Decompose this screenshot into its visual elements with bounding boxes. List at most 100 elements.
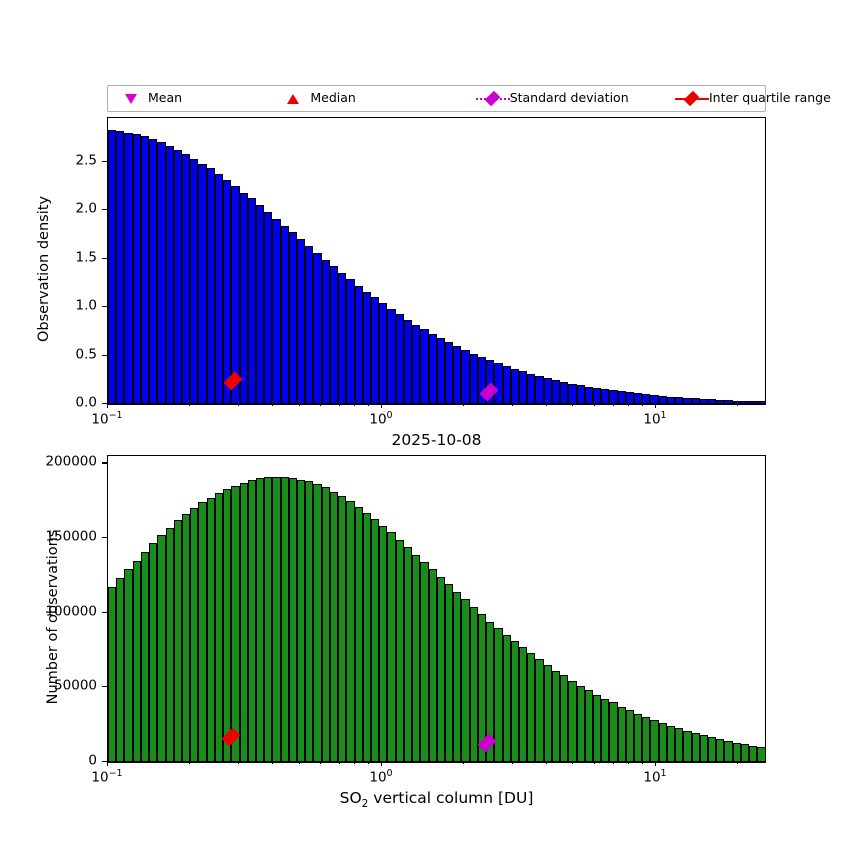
triangle-up-icon	[287, 93, 300, 104]
histogram-bar	[650, 720, 659, 762]
histogram-bar	[321, 487, 330, 762]
histogram-bar	[592, 387, 602, 404]
y-ticklabel: 50000	[54, 677, 97, 694]
x-tick	[298, 403, 300, 406]
y-tick	[102, 403, 107, 405]
histogram-bar	[329, 491, 339, 762]
histogram-bar	[724, 741, 733, 762]
histogram-bar	[231, 485, 240, 762]
histogram-bar	[371, 518, 380, 762]
histogram-bar	[420, 561, 429, 762]
marker-inter-quartile-range	[223, 371, 243, 391]
histogram-bar	[436, 338, 445, 404]
histogram-bar	[658, 723, 667, 762]
histogram-bar	[140, 551, 150, 762]
legend-entry-inter-quartile-range: Inter quartile range	[663, 86, 831, 111]
x-tick	[380, 761, 383, 766]
histogram-bar	[239, 192, 248, 404]
x-tick	[654, 761, 657, 766]
x-tick	[463, 761, 465, 764]
histogram-bar	[461, 349, 470, 404]
histogram-bar	[305, 481, 314, 762]
histogram-bar	[420, 329, 429, 404]
histogram-bar	[527, 653, 536, 762]
histogram-bar	[280, 225, 289, 404]
histogram-bar	[124, 569, 133, 762]
histogram-bar	[675, 397, 684, 404]
x-tick	[594, 761, 596, 764]
histogram-bar	[165, 527, 174, 762]
axes-observation-density	[107, 117, 766, 405]
histogram-bar	[642, 717, 651, 762]
histogram-bar	[584, 386, 593, 404]
histogram-bar	[132, 560, 141, 762]
x-ticklabel: 100	[369, 768, 393, 786]
x-tick	[107, 403, 109, 408]
histogram-bar	[321, 259, 330, 404]
histogram-bar	[338, 273, 347, 404]
histogram-bar	[346, 278, 355, 404]
y-tick	[102, 686, 107, 688]
histogram-bar	[223, 180, 232, 404]
triangle-down-icon	[114, 90, 148, 108]
y-tick	[102, 354, 107, 356]
histogram-bar	[165, 146, 174, 404]
legend-label: Inter quartile range	[708, 90, 831, 106]
x-tick	[320, 403, 322, 406]
histogram-bar	[190, 158, 199, 404]
marker-standard-deviation	[477, 733, 497, 753]
y-ticklabel: 100000	[45, 602, 97, 619]
x-tick	[572, 403, 574, 406]
histogram-bar	[510, 641, 519, 762]
histogram-bar	[502, 635, 511, 762]
histogram-bar	[691, 398, 700, 404]
histogram-bar	[280, 476, 289, 762]
histogram-bar	[560, 675, 569, 762]
histogram-bar	[395, 539, 404, 762]
histogram-bar	[609, 390, 618, 404]
x-tick	[338, 403, 340, 406]
x-tick	[320, 761, 322, 764]
histogram-bar	[708, 399, 717, 404]
y-ticklabel: 0.0	[75, 394, 97, 411]
histogram-bar	[510, 369, 519, 404]
histogram-bar	[592, 694, 602, 762]
histogram-bar	[338, 496, 347, 762]
x-ticklabel: 10−1	[91, 410, 123, 428]
diamond-icon	[674, 90, 709, 108]
histogram-bar	[198, 502, 207, 762]
plot-area-top	[108, 118, 765, 404]
x-tick	[511, 403, 513, 406]
triangle-up-icon	[276, 90, 310, 108]
histogram-bar	[445, 341, 454, 404]
legend-entry-median: Median	[264, 86, 463, 111]
figure-title: 2025-10-08	[391, 431, 482, 449]
histogram-bar	[272, 476, 281, 762]
x-tick	[642, 403, 644, 406]
histogram-bar	[576, 685, 585, 762]
histogram-bar	[757, 747, 765, 762]
histogram-bar	[518, 371, 528, 404]
y-ticklabel: 150000	[45, 528, 97, 545]
histogram-bar	[477, 356, 487, 404]
histogram-bar	[436, 576, 445, 762]
histogram-bar	[255, 478, 265, 762]
y-tick	[102, 462, 107, 464]
x-tick	[511, 761, 513, 764]
x-tick	[654, 403, 657, 408]
histogram-bar	[313, 484, 322, 762]
x-ticklabel: 100	[369, 410, 393, 428]
histogram-bar	[757, 401, 765, 404]
legend: Mean Median Standard deviation Inter quarti…	[107, 85, 831, 112]
triangle-down-icon	[125, 93, 137, 104]
histogram-bar	[149, 139, 158, 404]
histogram-bar	[305, 245, 314, 404]
histogram-bar	[124, 132, 133, 404]
histogram-bar	[371, 297, 380, 404]
histogram-bar	[247, 198, 256, 404]
histogram-bar	[264, 212, 273, 404]
histogram-bar	[329, 266, 339, 404]
x-tick	[380, 403, 383, 408]
x-tick	[107, 761, 109, 766]
histogram-bar	[486, 621, 495, 762]
